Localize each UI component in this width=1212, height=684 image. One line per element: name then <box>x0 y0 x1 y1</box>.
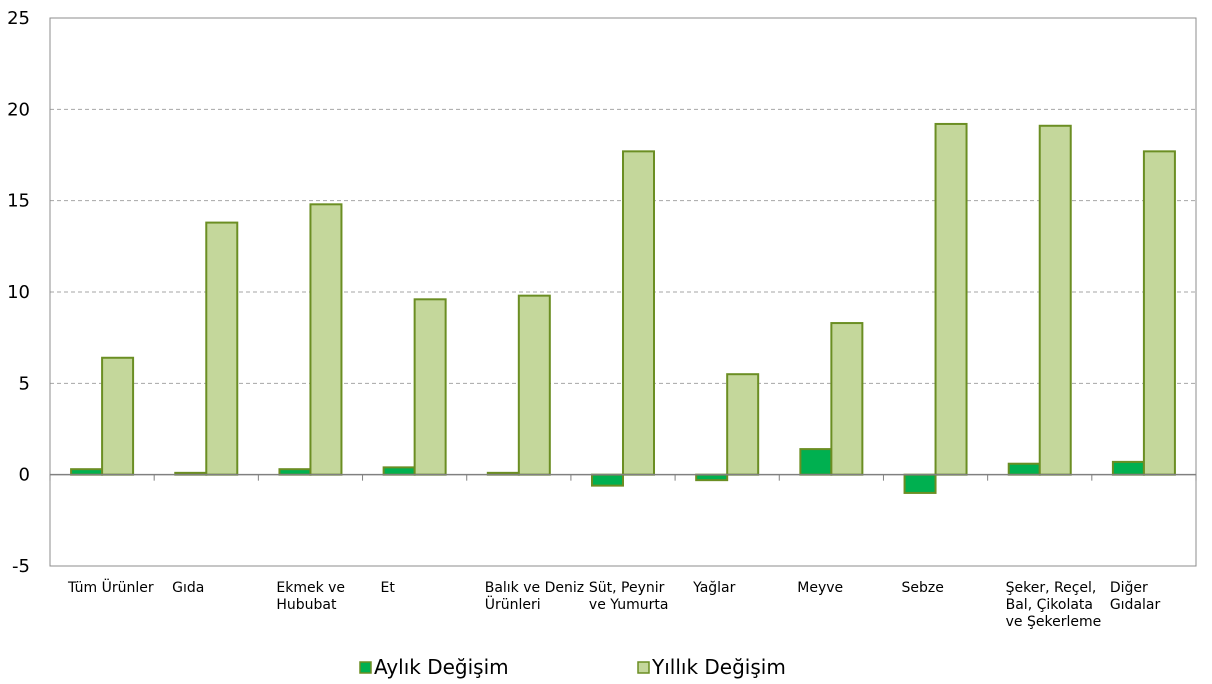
x-tick-label: Gıda <box>172 580 204 596</box>
bar-yillik <box>1142 150 1176 476</box>
bar-aylik <box>1111 460 1145 476</box>
bar-yillik <box>830 322 864 476</box>
bar-aylik <box>591 473 624 487</box>
bar-aylik <box>799 448 833 476</box>
x-tick-label: Sebze <box>901 580 943 596</box>
bars <box>70 122 1176 494</box>
y-tick-label: 0 <box>19 465 30 486</box>
bar-aylik <box>278 468 312 476</box>
y-tick-label: -5 <box>12 556 30 577</box>
bar-yillik <box>934 122 968 476</box>
bar-yillik <box>413 298 447 476</box>
x-tick-label: Et <box>381 580 396 596</box>
y-tick-label: 15 <box>7 191 30 212</box>
x-tick-label: Yağlar <box>692 580 736 596</box>
x-tick-label: Diğer Gıdalar <box>1110 580 1161 613</box>
bar-yillik <box>726 373 760 476</box>
y-tick-label: 25 <box>7 8 30 29</box>
legend-label: Aylık Değişim <box>374 655 509 679</box>
bar-aylik <box>695 473 729 482</box>
bar-yillik <box>517 294 551 476</box>
y-tick-label: 20 <box>7 99 30 120</box>
legend-swatch <box>359 661 372 674</box>
y-tick-label: 5 <box>19 373 30 394</box>
bar-yillik <box>1038 124 1072 476</box>
gridlines <box>50 108 1196 384</box>
x-tick-label: Şeker, Reçel, Bal, Çikolata ve Şekerleme <box>1006 580 1102 630</box>
legend-label: Yıllık Değişim <box>651 655 786 679</box>
plot-area <box>49 17 1197 567</box>
y-tick-label: 10 <box>7 282 30 303</box>
x-tick-label: Ekmek ve Hububat <box>276 580 345 613</box>
bar-yillik <box>622 150 655 476</box>
bar-yillik <box>205 221 239 476</box>
x-tick-label: Balık ve Deniz Ürünleri <box>485 580 584 613</box>
bar-yillik <box>101 356 135 476</box>
legend: Aylık Değişim Yıllık Değişim <box>359 655 786 679</box>
plot-border <box>49 17 1197 567</box>
bar-yillik <box>309 203 343 476</box>
x-tick-label: Süt, Peynir ve Yumurta <box>589 580 669 613</box>
x-axis: Tüm Ürünler Gıda Ekmek ve Hububat Et Balık ve… <box>49 473 1197 630</box>
bar-aylik <box>382 466 416 476</box>
legend-item-aylik: Aylık Değişim <box>359 655 509 679</box>
bar-aylik <box>70 468 104 476</box>
legend-swatch <box>637 661 650 674</box>
x-tick-label: Meyve <box>797 580 843 596</box>
x-tick-label: Tüm Ürünler <box>67 578 154 596</box>
y-axis: -5 0 5 10 15 20 25 <box>7 8 30 577</box>
bar-aylik <box>1007 462 1041 476</box>
legend-item-yillik: Yıllık Değişim <box>637 655 786 679</box>
bar-aylik <box>903 473 937 494</box>
